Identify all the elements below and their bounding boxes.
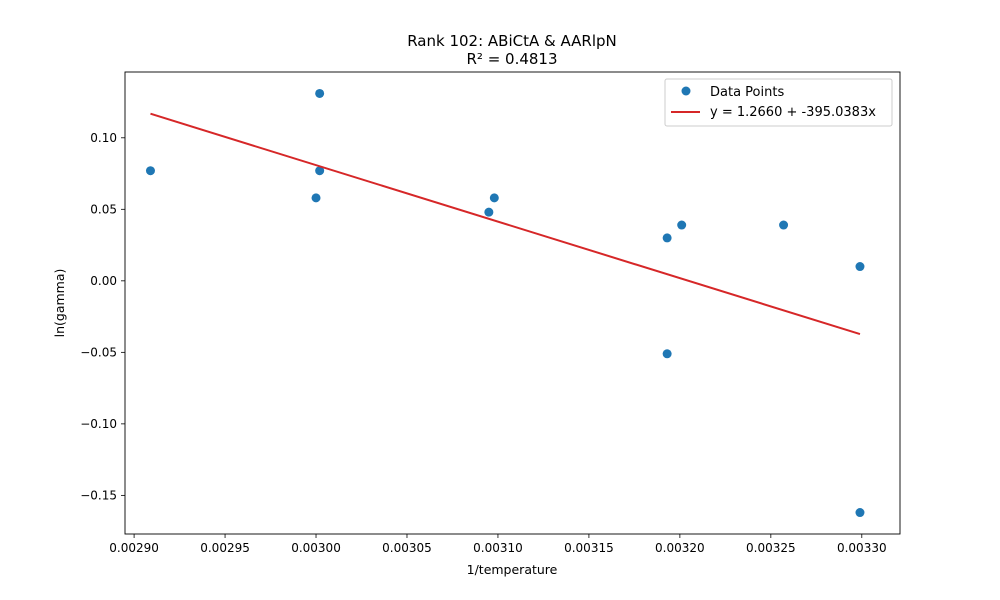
legend-label-fit-line: y = 1.2660 + -395.0383x: [710, 105, 876, 120]
x-tick-label: 0.00305: [382, 541, 432, 555]
y-axis-label: ln(gamma): [52, 269, 67, 338]
x-tick-label: 0.00330: [837, 541, 887, 555]
data-point: [779, 220, 789, 230]
x-tick-label: 0.00310: [473, 541, 523, 555]
data-point: [311, 193, 321, 203]
y-tick-label: −0.10: [80, 417, 117, 431]
x-axis-ticks: 0.00290 0.00295 0.00300 0.00305 0.00310 0.003…: [109, 534, 887, 555]
data-point: [662, 349, 672, 359]
y-axis-ticks: −0.15 −0.10 −0.05 0.00 0.05 0.10: [80, 131, 125, 502]
x-tick-label: 0.00300: [291, 541, 341, 555]
y-tick-label: −0.05: [80, 345, 117, 359]
x-axis-label: 1/temperature: [467, 562, 558, 577]
chart-subtitle: R² = 0.4813: [466, 50, 557, 68]
y-tick-label: 0.05: [90, 202, 117, 216]
x-tick-label: 0.00290: [109, 541, 159, 555]
x-tick-label: 0.00295: [200, 541, 250, 555]
data-points-layer: [145, 88, 865, 518]
chart-title: Rank 102: ABiCtA & AARlpN: [407, 32, 617, 50]
plot-frame: [124, 71, 901, 535]
data-point: [315, 88, 325, 98]
regression-line: [150, 112, 861, 336]
x-tick-label: 0.00325: [746, 541, 796, 555]
data-point: [315, 166, 325, 176]
data-point: [484, 207, 494, 217]
legend-label-data-points: Data Points: [710, 85, 784, 100]
data-point: [677, 220, 687, 230]
legend-box: [664, 78, 893, 127]
y-tick-label: 0.00: [90, 274, 117, 288]
legend-marker-data-points: [681, 86, 691, 96]
plot-area: [145, 88, 865, 518]
data-point: [662, 233, 672, 243]
data-point: [489, 193, 499, 203]
x-tick-label: 0.00320: [655, 541, 705, 555]
y-tick-label: −0.15: [80, 488, 117, 502]
data-point: [855, 262, 865, 272]
data-point: [855, 508, 865, 518]
x-tick-label: 0.00315: [564, 541, 614, 555]
legend: Data Points y = 1.2660 + -395.0383x: [664, 78, 893, 127]
regression-line-layer: [150, 112, 861, 336]
data-point: [145, 166, 155, 176]
y-tick-label: 0.10: [90, 131, 117, 145]
